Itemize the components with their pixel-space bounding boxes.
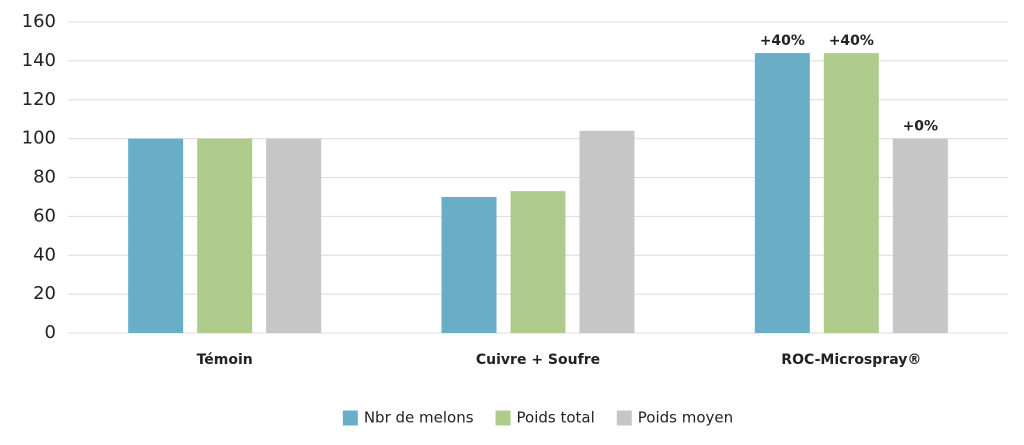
annotation: +40% xyxy=(760,33,805,49)
bar xyxy=(441,196,497,333)
y-tick-label: 120 xyxy=(22,89,56,110)
x-tick-label: Cuivre + Soufre xyxy=(476,352,600,368)
y-tick-label: 80 xyxy=(33,167,56,188)
y-tick-label: 0 xyxy=(45,322,56,343)
legend-label: Poids moyen xyxy=(638,409,733,427)
y-tick-label: 100 xyxy=(22,128,56,149)
annotation: +0% xyxy=(903,119,939,135)
legend-label: Nbr de melons xyxy=(364,409,474,427)
annotation: +40% xyxy=(829,33,874,49)
y-tick-label: 140 xyxy=(22,50,56,71)
legend-label: Poids total xyxy=(517,409,595,427)
bar xyxy=(754,53,810,333)
y-tick-label: 40 xyxy=(33,244,56,265)
x-tick-label: ROC-Microspray® xyxy=(781,352,921,368)
bar xyxy=(128,138,184,333)
bar xyxy=(266,138,322,333)
x-tick-label: Témoin xyxy=(197,352,253,368)
bar xyxy=(510,191,566,333)
bar xyxy=(197,138,253,333)
y-tick-label: 160 xyxy=(22,11,56,32)
bar xyxy=(823,53,879,333)
legend-swatch xyxy=(495,410,511,426)
bar xyxy=(579,130,635,333)
y-tick-label: 20 xyxy=(33,283,56,304)
bar xyxy=(892,138,948,333)
legend-swatch xyxy=(342,410,358,426)
legend-swatch xyxy=(616,410,632,426)
y-tick-label: 60 xyxy=(33,205,56,226)
